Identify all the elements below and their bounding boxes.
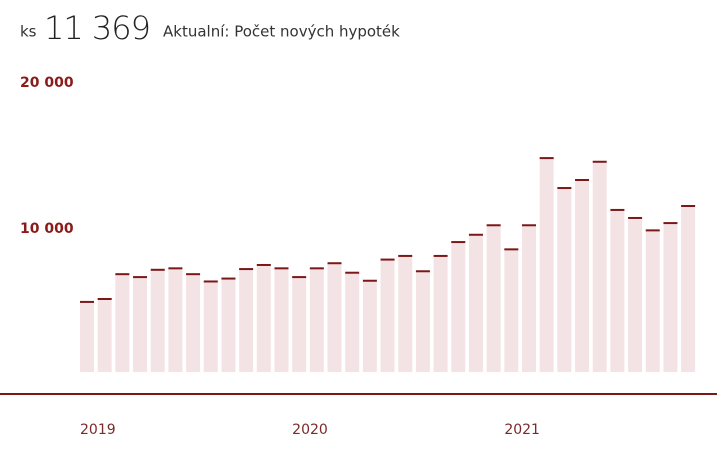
x-tick-label: 2019 xyxy=(80,422,116,438)
bar xyxy=(168,268,183,372)
bar xyxy=(663,223,678,372)
bar xyxy=(468,234,483,372)
bar xyxy=(628,217,643,372)
bar xyxy=(610,209,625,372)
bar xyxy=(186,274,201,372)
bar xyxy=(256,264,271,372)
bar xyxy=(115,274,130,372)
x-tick-label: 2021 xyxy=(504,422,540,438)
unit: ks xyxy=(20,23,37,41)
bar xyxy=(274,268,289,372)
y-tick-label: 20 000 xyxy=(20,75,74,91)
bar xyxy=(592,161,607,372)
y-tick-label: 10 000 xyxy=(20,221,74,237)
headline-label: Aktualní: Počet nových hypoték xyxy=(163,23,400,41)
bar xyxy=(203,281,218,372)
bar xyxy=(433,255,448,372)
x-tick-label: 2020 xyxy=(292,422,328,438)
bar xyxy=(415,271,430,372)
bar xyxy=(645,230,660,372)
bar xyxy=(97,299,112,372)
headline-value: 11 369 xyxy=(44,9,150,47)
bar xyxy=(539,158,554,372)
bar xyxy=(451,242,466,372)
bar xyxy=(575,180,590,372)
bar xyxy=(239,269,254,372)
bar xyxy=(309,268,324,372)
bar xyxy=(362,280,377,372)
bar xyxy=(557,188,572,372)
bar xyxy=(80,301,94,372)
bar xyxy=(522,225,536,372)
bar xyxy=(345,272,360,372)
bar xyxy=(292,277,307,372)
bar xyxy=(150,269,165,372)
bar xyxy=(681,206,696,372)
bar xyxy=(504,249,519,372)
bar xyxy=(380,259,395,372)
bar xyxy=(398,255,413,372)
bar xyxy=(486,225,501,372)
bar xyxy=(327,263,342,372)
bar xyxy=(221,278,236,372)
bar xyxy=(133,277,148,372)
